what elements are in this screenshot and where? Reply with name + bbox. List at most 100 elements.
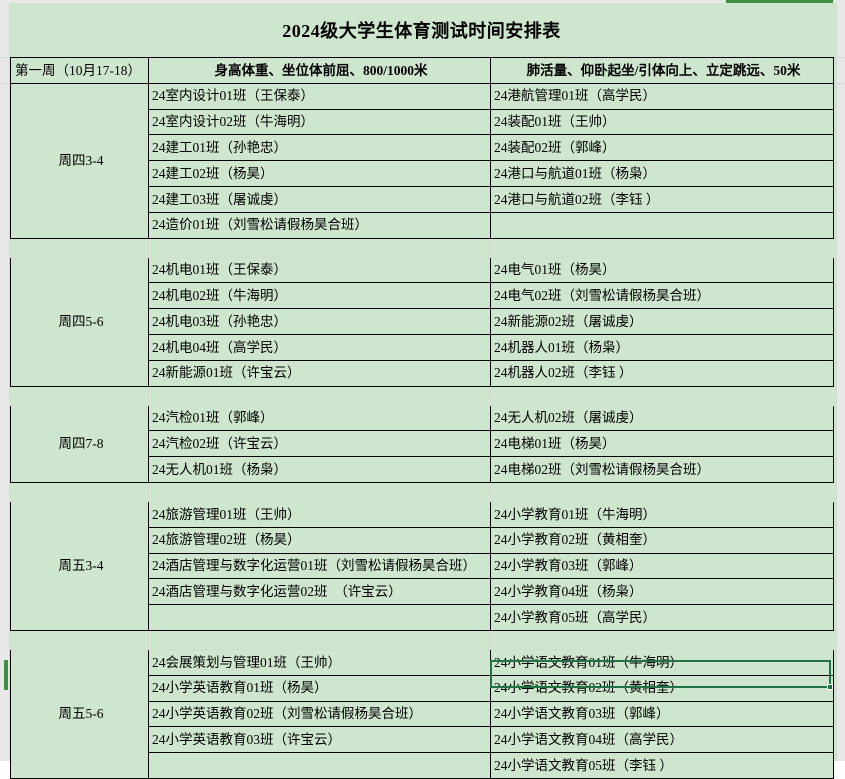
class-cell[interactable]: 24小学教育04班（杨枭） (490, 578, 834, 606)
table-row: 24建工01班（孙艳忠） 24装配02班（郭峰） (11, 134, 834, 162)
class-cell[interactable]: 24小学英语教育01班（杨昊） (148, 674, 491, 702)
class-cell[interactable]: 24旅游管理02班（杨昊） (148, 526, 491, 554)
class-cell[interactable]: 24新能源02班（屠诚虔） (490, 308, 834, 335)
table-header-cell[interactable]: 第一周（10月17-18） (10, 57, 149, 84)
table-header-cell[interactable]: 肺活量、仰卧起坐/引体向上、立定跳远、50米 (490, 57, 834, 84)
worksheet-gridline-horizontal (837, 83, 845, 84)
class-cell[interactable]: 24酒店管理与数字化运营01班（刘雪松请假杨昊合班） (148, 552, 491, 580)
spacer-cell[interactable] (10, 482, 149, 502)
spacer-cell[interactable] (148, 630, 491, 650)
table-row: 24小学英语教育03班（许宝云） 24小学语文教育04班（高学民） (11, 726, 834, 754)
class-cell[interactable]: 24造价01班（刘雪松请假杨昊合班） (148, 211, 491, 239)
class-cell[interactable]: 24建工03班（屠诚虔） (148, 185, 491, 213)
table-header-row: 第一周（10月17-18） 身高体重、坐位体前屈、800/1000米 肺活量、仰卧起… (10, 57, 834, 84)
row-header-selection-marker (4, 660, 8, 690)
table-row: 24小学教育05班（高学民） (11, 604, 834, 631)
time-slot-cell[interactable]: 周五5-6 (10, 648, 149, 779)
class-cell[interactable]: 24小学语文教育02班（黄相奎） (490, 674, 834, 702)
class-cell[interactable]: 24装配02班（郭峰） (490, 134, 834, 162)
table-row: 周四5-6 24机电01班（王保泰） 24电气01班（杨昊） (10, 256, 834, 387)
empty-cell[interactable] (148, 604, 491, 631)
spacer-cell[interactable] (490, 482, 834, 502)
class-cell[interactable]: 24港口与航道02班（李钰 ） (490, 185, 834, 213)
class-cell[interactable]: 24无人机02班（屠诚虔） (490, 404, 834, 432)
worksheet-gridline-vertical (9, 3, 10, 761)
class-cell[interactable]: 24建工02班（杨昊） (148, 160, 491, 187)
class-cell[interactable]: 24机器人02班（李钰 ） (490, 359, 834, 387)
class-cell[interactable]: 24机电02班（牛海明） (148, 282, 491, 310)
table-row: 周五3-4 24旅游管理01班（王帅） 24小学教育01班（牛海明） (10, 500, 834, 631)
table-row: 24小学英语教育02班（刘雪松请假杨昊合班） 24小学语文教育03班（郭峰） (11, 700, 834, 728)
class-cell[interactable]: 24装配01班（王帅） (490, 108, 834, 136)
time-slot-cell[interactable]: 周五3-4 (10, 500, 149, 631)
class-cell[interactable]: 24小学语文教育03班（郭峰） (490, 700, 834, 728)
worksheet-gridline-vertical (836, 3, 837, 761)
class-cell[interactable]: 24小学语文教育04班（高学民） (490, 726, 834, 754)
spacer-cell[interactable] (148, 386, 491, 406)
class-cell[interactable]: 24小学英语教育03班（许宝云） (148, 726, 491, 754)
group-spacer-row (10, 238, 834, 258)
class-cell[interactable]: 24室内设计01班（王保泰） (148, 82, 491, 110)
table-row: 24建工02班（杨昊） 24港口与航道01班（杨枭） (11, 160, 834, 187)
class-cell[interactable]: 24汽检01班（郭峰） (148, 404, 491, 432)
table-row: 周四3-4 24室内设计01班（王保泰） 24港航管理01班（高学民） (10, 82, 834, 239)
spacer-cell[interactable] (10, 238, 149, 258)
worksheet-gridline-horizontal (837, 57, 845, 58)
table-row: 24新能源01班（许宝云） 24机器人02班（李钰 ） (11, 359, 834, 387)
class-cell[interactable]: 24小学语文教育01班（牛海明） (490, 648, 834, 676)
class-cell[interactable]: 24新能源01班（许宝云） (148, 359, 491, 387)
schedule-table: 第一周（10月17-18） 身高体重、坐位体前屈、800/1000米 肺活量、仰卧起… (10, 57, 834, 779)
class-cell[interactable]: 24电梯02班（刘雪松请假杨昊合班） (490, 456, 834, 483)
class-cell[interactable]: 24建工01班（孙艳忠） (148, 134, 491, 162)
class-cell[interactable]: 24机器人01班（杨枭） (490, 333, 834, 361)
class-cell[interactable]: 24机电03班（孙艳忠） (148, 308, 491, 335)
worksheet-gridline-horizontal (0, 83, 10, 84)
class-cell[interactable]: 24机电04班（高学民） (148, 333, 491, 361)
class-cell[interactable]: 24港航管理01班（高学民） (490, 82, 834, 110)
spacer-cell[interactable] (490, 386, 834, 406)
spacer-cell[interactable] (148, 238, 491, 258)
class-cell[interactable]: 24酒店管理与数字化运营02班 （许宝云） (148, 578, 491, 606)
class-cell[interactable]: 24小学语文教育05班（李钰 ） (490, 752, 834, 779)
class-cell[interactable]: 24小学教育02班（黄相奎） (490, 526, 834, 554)
fill-handle[interactable] (827, 684, 833, 690)
table-row: 24造价01班（刘雪松请假杨昊合班） (11, 211, 834, 239)
table-row: 24无人机01班（杨枭） 24电梯02班（刘雪松请假杨昊合班） (11, 456, 834, 483)
table-row: 周四7-8 24汽检01班（郭峰） 24无人机02班（屠诚虔） (10, 404, 834, 483)
time-slot-cell[interactable]: 周四5-6 (10, 256, 149, 387)
page-title: 2024级大学生体育测试时间安排表 (282, 21, 561, 41)
class-cell[interactable]: 24电气01班（杨昊） (490, 256, 834, 284)
class-cell[interactable]: 24旅游管理01班（王帅） (148, 500, 491, 528)
time-slot-cell[interactable]: 周四3-4 (10, 82, 149, 239)
table-row: 24酒店管理与数字化运营01班（刘雪松请假杨昊合班） 24小学教育03班（郭峰） (11, 552, 834, 580)
spacer-cell[interactable] (10, 386, 149, 406)
class-cell[interactable]: 24室内设计02班（牛海明） (148, 108, 491, 136)
table-row: 24旅游管理02班（杨昊） 24小学教育02班（黄相奎） (11, 526, 834, 554)
table-row: 24机电03班（孙艳忠） 24新能源02班（屠诚虔） (11, 308, 834, 335)
class-cell[interactable]: 24港口与航道01班（杨枭） (490, 160, 834, 187)
class-cell[interactable]: 24小学教育01班（牛海明） (490, 500, 834, 528)
empty-cell[interactable] (148, 752, 491, 779)
class-cell[interactable]: 24小学英语教育02班（刘雪松请假杨昊合班） (148, 700, 491, 728)
spacer-cell[interactable] (490, 630, 834, 650)
spacer-cell[interactable] (490, 238, 834, 258)
empty-cell[interactable] (490, 211, 834, 239)
time-slot-cell[interactable]: 周四7-8 (10, 404, 149, 483)
group-spacer-row (10, 386, 834, 406)
class-cell[interactable]: 24会展策划与管理01班（王帅） (148, 648, 491, 676)
class-cell[interactable]: 24小学教育03班（郭峰） (490, 552, 834, 580)
spacer-cell[interactable] (148, 482, 491, 502)
pane-edge-marker (726, 0, 833, 3)
table-row: 24机电02班（牛海明） 24电气02班（刘雪松请假杨昊合班） (11, 282, 834, 310)
table-row: 24汽检02班（许宝云） 24电梯01班（杨昊） (11, 430, 834, 458)
worksheet-gridline-horizontal (0, 57, 10, 58)
class-cell[interactable]: 24小学教育05班（高学民） (490, 604, 834, 631)
class-cell[interactable]: 24电梯01班（杨昊） (490, 430, 834, 458)
table-header-cell[interactable]: 身高体重、坐位体前屈、800/1000米 (148, 57, 491, 84)
class-cell[interactable]: 24电气02班（刘雪松请假杨昊合班） (490, 282, 834, 310)
class-cell[interactable]: 24无人机01班（杨枭） (148, 456, 491, 483)
class-cell[interactable]: 24机电01班（王保泰） (148, 256, 491, 284)
class-cell[interactable]: 24汽检02班（许宝云） (148, 430, 491, 458)
spacer-cell[interactable] (10, 630, 149, 650)
